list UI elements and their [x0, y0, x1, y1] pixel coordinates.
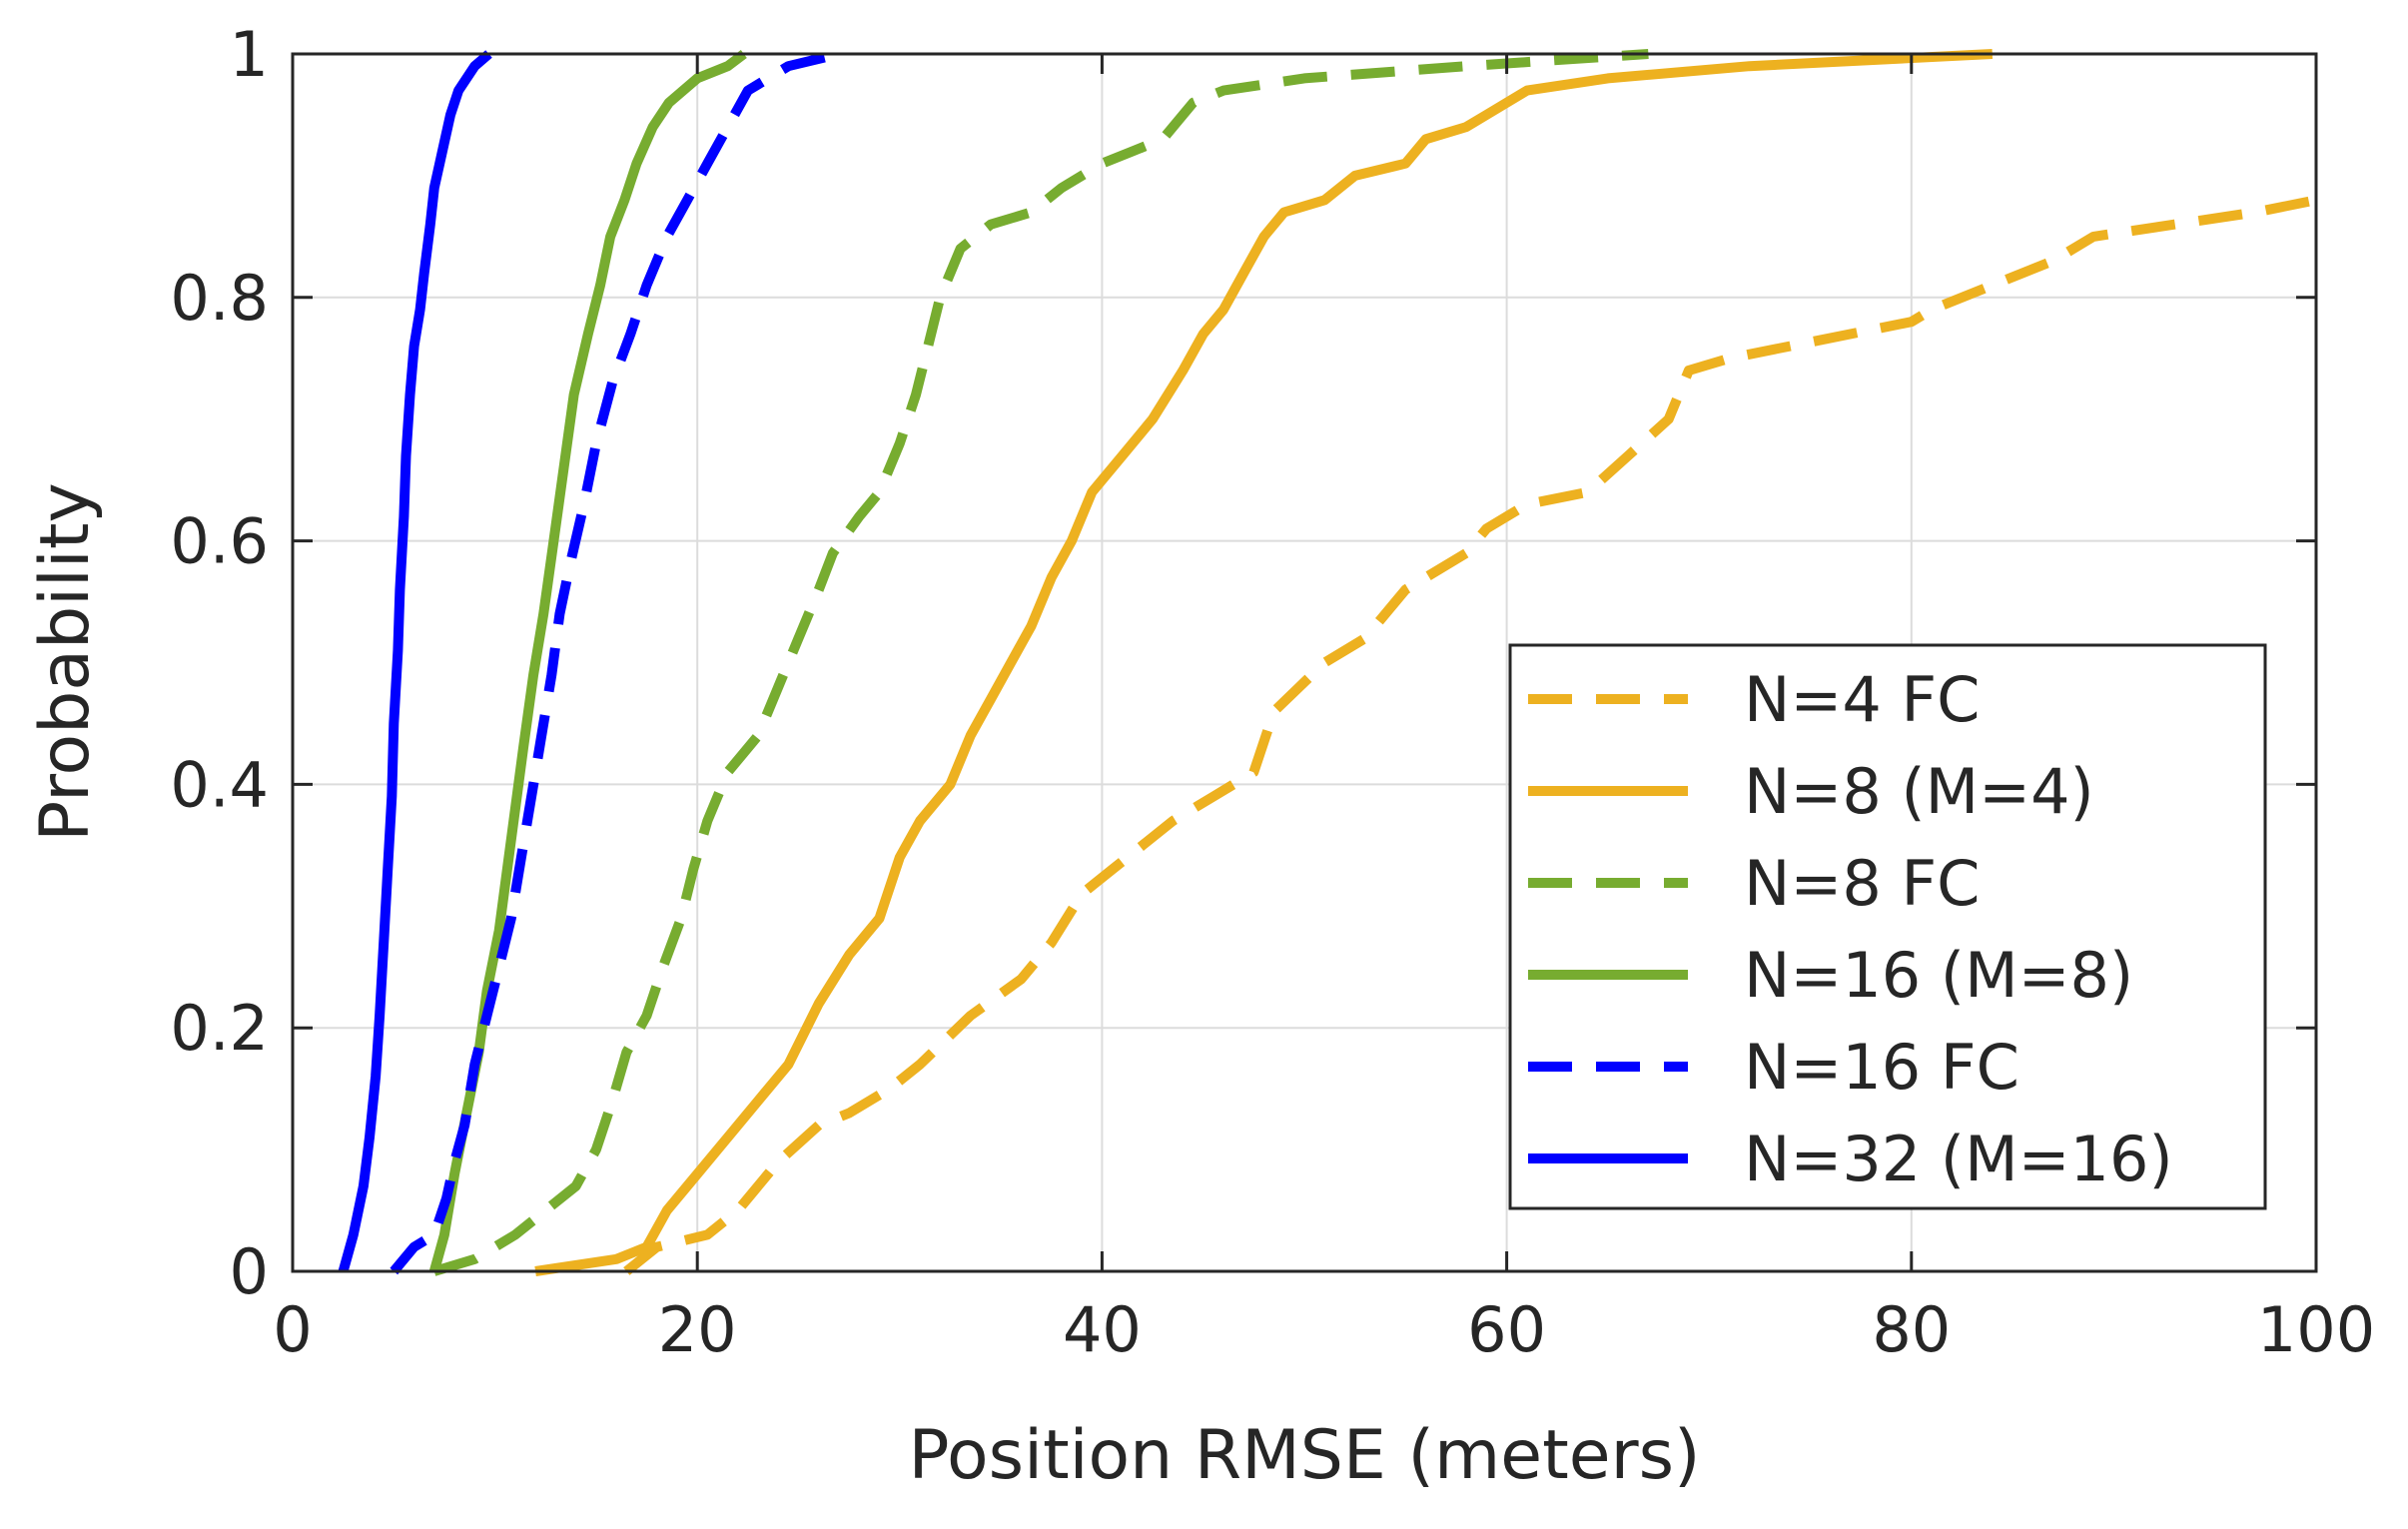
legend-label: N=4 FC — [1744, 663, 1980, 736]
legend-items: N=4 FC N=8 (M=4) N=8 FC N=16 (M=8) N=16 FC N=… — [1528, 663, 2173, 1195]
legend-label: N=8 (M=4) — [1744, 755, 2094, 828]
y-axis-title: Probability — [26, 482, 105, 841]
x-tick-label: 100 — [2257, 1293, 2375, 1366]
legend-label: N=16 FC — [1744, 1031, 2019, 1104]
x-tick-label: 20 — [658, 1293, 737, 1366]
y-tick-labels: 0 0.2 0.4 0.6 0.8 1 — [170, 18, 269, 1308]
axis-ticks — [291, 52, 2318, 1273]
series-line — [338, 50, 492, 1273]
y-tick-label: 0 — [230, 1235, 269, 1308]
series-line — [432, 49, 1649, 1276]
legend-label: N=32 (M=16) — [1744, 1123, 2173, 1195]
x-tick-label: 40 — [1063, 1293, 1142, 1366]
y-tick-label: 0.4 — [170, 748, 269, 821]
y-tick-label: 1 — [230, 18, 269, 91]
y-tick-label: 0.8 — [170, 262, 269, 335]
y-tick-label: 0.6 — [170, 505, 269, 578]
axes-box — [291, 52, 2318, 1273]
x-tick-labels: 0 20 40 60 80 100 — [273, 1293, 2375, 1366]
x-tick-label: 80 — [1872, 1293, 1951, 1366]
series-line — [534, 49, 1994, 1276]
legend: N=4 FC N=8 (M=4) N=8 FC N=16 (M=8) N=16 FC N=… — [1508, 643, 2267, 1210]
legend-label: N=8 FC — [1744, 847, 1980, 920]
x-axis-title: Position RMSE (meters) — [908, 1416, 1700, 1495]
y-tick-label: 0.2 — [170, 992, 269, 1065]
x-tick-label: 60 — [1467, 1293, 1546, 1366]
x-tick-label: 0 — [273, 1293, 312, 1366]
legend-box — [1508, 643, 2267, 1210]
series-line — [623, 195, 2317, 1275]
legend-label: N=16 (M=8) — [1744, 939, 2133, 1012]
series-line — [390, 49, 841, 1275]
series-lines — [338, 49, 2317, 1276]
